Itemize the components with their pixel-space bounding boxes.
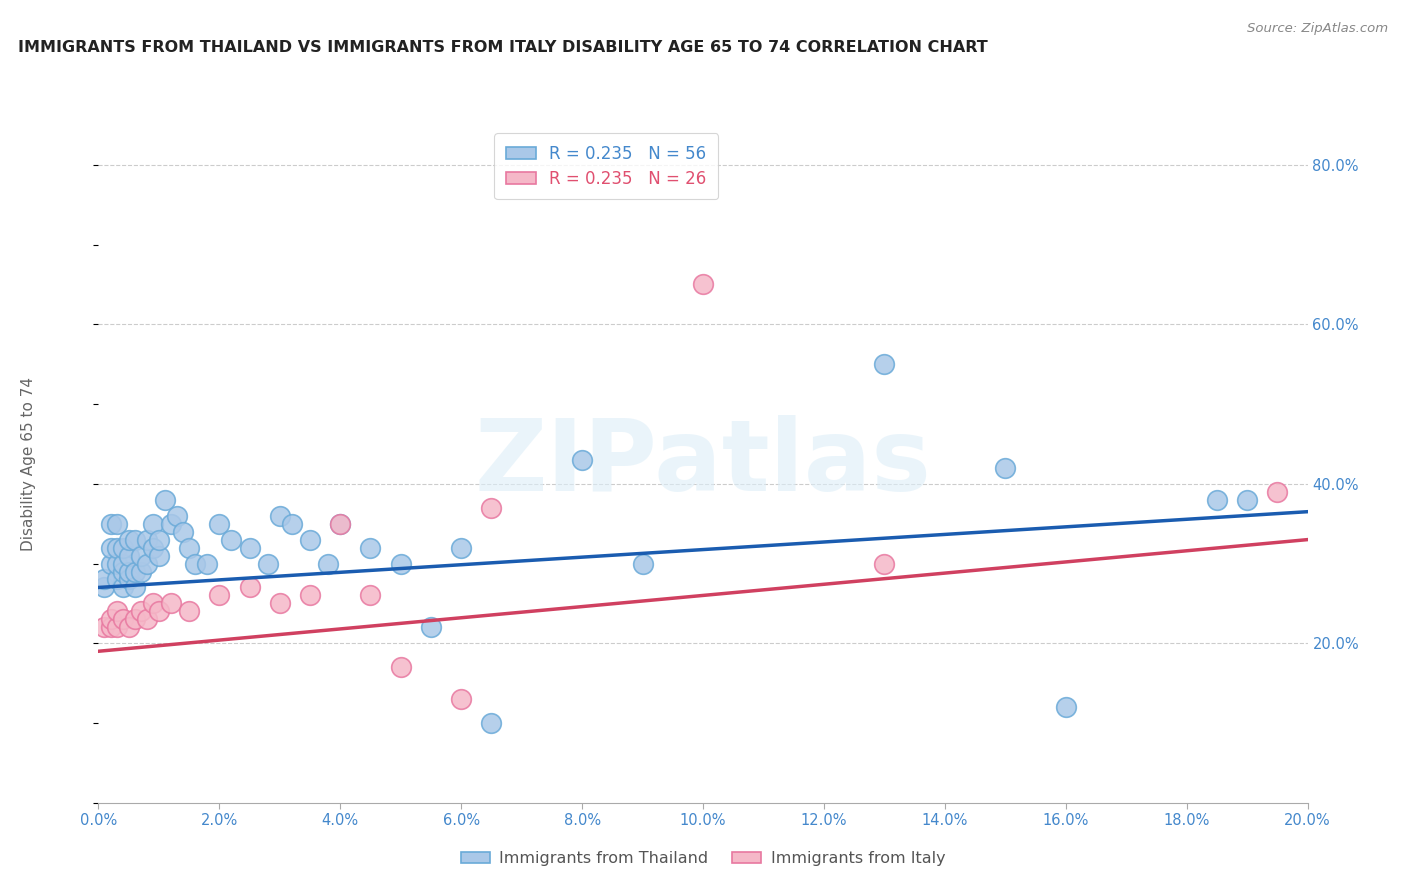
Point [221,533,243,547]
Text: ZIPatlas: ZIPatlas [475,416,931,512]
Point [239,541,262,555]
Point [124,565,146,579]
Point [1206,492,1229,507]
Point [100,612,122,626]
Point [135,557,157,571]
Point [1236,492,1258,507]
Point [160,596,183,610]
Point [160,516,183,531]
Point [360,541,382,555]
Point [1267,484,1289,499]
Point [184,557,207,571]
Point [389,557,412,571]
Point [118,620,141,634]
Point [256,557,278,571]
Point [105,604,128,618]
Point [179,604,201,618]
Text: IMMIGRANTS FROM THAILAND VS IMMIGRANTS FROM ITALY DISABILITY AGE 65 TO 74 CORREL: IMMIGRANTS FROM THAILAND VS IMMIGRANTS F… [18,40,988,55]
Point [1054,700,1077,714]
Point [450,692,472,706]
Point [208,516,231,531]
Point [179,541,201,555]
Point [481,716,503,731]
Point [142,516,165,531]
Point [269,596,291,610]
Point [93,581,115,595]
Point [118,549,141,563]
Point [129,565,152,579]
Point [105,557,128,571]
Point [142,541,165,555]
Point [105,541,128,555]
Point [571,453,593,467]
Point [239,581,262,595]
Point [316,557,339,571]
Point [481,500,503,515]
Point [153,492,176,507]
Point [299,589,322,603]
Point [124,533,146,547]
Point [135,612,157,626]
Point [208,589,231,603]
Point [135,533,157,547]
Point [100,620,122,634]
Point [111,581,134,595]
Point [148,549,170,563]
Point [360,589,382,603]
Point [100,516,122,531]
Point [118,573,141,587]
Text: Source: ZipAtlas.com: Source: ZipAtlas.com [1247,22,1388,36]
Point [105,573,128,587]
Point [93,573,115,587]
Text: Disability Age 65 to 74: Disability Age 65 to 74 [21,376,35,551]
Point [450,541,472,555]
Point [129,604,152,618]
Point [631,557,654,571]
Point [281,516,304,531]
Point [873,357,896,371]
Legend: Immigrants from Thailand, Immigrants from Italy: Immigrants from Thailand, Immigrants fro… [454,845,952,872]
Point [100,557,122,571]
Point [111,565,134,579]
Point [269,508,291,523]
Point [195,557,218,571]
Point [100,541,122,555]
Point [148,533,170,547]
Point [994,460,1017,475]
Point [129,549,152,563]
Point [124,612,146,626]
Point [166,508,188,523]
Point [329,516,352,531]
Point [873,557,896,571]
Point [124,581,146,595]
Point [118,533,141,547]
Point [105,620,128,634]
Point [389,660,412,674]
Point [111,612,134,626]
Point [142,596,165,610]
Point [105,516,128,531]
Point [111,541,134,555]
Point [148,604,170,618]
Point [420,620,443,634]
Point [172,524,194,539]
Point [299,533,322,547]
Point [692,277,714,292]
Point [93,620,115,634]
Point [329,516,352,531]
Point [111,557,134,571]
Point [118,565,141,579]
